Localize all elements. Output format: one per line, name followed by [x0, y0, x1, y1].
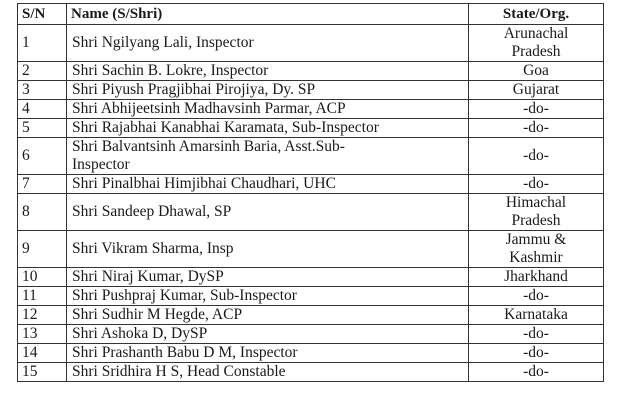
serial-number: 5 [17, 118, 67, 138]
serial-number: 12 [17, 305, 67, 325]
officer-name: Shri Piyush Pragjibhai Pirojiya, Dy. SP [66, 80, 469, 100]
state-org: -do- [468, 362, 604, 382]
state-org: Jharkhand [468, 267, 604, 287]
officer-name: Shri Rajabhai Kanabhai Karamata, Sub-Ins… [66, 118, 469, 138]
officer-name: Shri Prashanth Babu D M, Inspector [66, 343, 469, 363]
officer-name: Shri Sandeep Dhawal, SP [66, 193, 469, 231]
header-state: State/Org. [468, 3, 604, 25]
serial-number: 6 [17, 137, 67, 175]
header-name: Name (S/Shri) [66, 3, 469, 25]
officer-name: Shri Vikram Sharma, Insp [66, 230, 469, 268]
table-row: 1 Shri Ngilyang Lali, Inspector Arunachal P… [17, 24, 604, 62]
state-org: -do- [468, 118, 604, 138]
awardees-table: S/N Name (S/Shri) State/Org. 1 Shri Ngily… [17, 3, 604, 382]
state-org: Arunachal Pradesh [468, 24, 604, 62]
officer-name: Shri Ashoka D, DySP [66, 324, 469, 344]
state-org: -do- [468, 343, 604, 363]
state-org: Jammu & Kashmir [468, 230, 604, 268]
officer-name: Shri Pushpraj Kumar, Sub-Inspector [66, 286, 469, 306]
table-row: 8 Shri Sandeep Dhawal, SP Himachal Pradesh [17, 193, 604, 231]
serial-number: 3 [17, 80, 67, 100]
officer-name: Shri Niraj Kumar, DySP [66, 267, 469, 287]
officer-name: Shri Sridhira H S, Head Constable [66, 362, 469, 382]
table-row: 9 Shri Vikram Sharma, Insp Jammu & Kashmir [17, 230, 604, 268]
table-row: 6 Shri Balvantsinh Amarsinh Baria, Asst.S… [17, 137, 604, 175]
state-org: Gujarat [468, 80, 604, 100]
officer-name: Shri Sachin B. Lokre, Inspector [66, 61, 469, 81]
table-row: 11 Shri Pushpraj Kumar, Sub-Inspector -do- [17, 286, 604, 306]
serial-number: 8 [17, 193, 67, 231]
serial-number: 11 [17, 286, 67, 306]
serial-number: 10 [17, 267, 67, 287]
state-org: Karnataka [468, 305, 604, 325]
serial-number: 1 [17, 24, 67, 62]
table-row: 12 Shri Sudhir M Hegde, ACP Karnataka [17, 305, 604, 325]
officer-name: Shri Sudhir M Hegde, ACP [66, 305, 469, 325]
serial-number: 9 [17, 230, 67, 268]
table-row: 4 Shri Abhijeetsinh Madhavsinh Parmar, AC… [17, 99, 604, 119]
serial-number: 4 [17, 99, 67, 119]
table-row: 13 Shri Ashoka D, DySP -do- [17, 324, 604, 344]
table-row: 2 Shri Sachin B. Lokre, Inspector Goa [17, 61, 604, 81]
serial-number: 15 [17, 362, 67, 382]
officer-name: Shri Ngilyang Lali, Inspector [66, 24, 469, 62]
state-org: -do- [468, 174, 604, 194]
table-row: 10 Shri Niraj Kumar, DySP Jharkhand [17, 267, 604, 287]
serial-number: 7 [17, 174, 67, 194]
serial-number: 13 [17, 324, 67, 344]
header-sn: S/N [17, 3, 67, 25]
state-org: Goa [468, 61, 604, 81]
state-org: -do- [468, 99, 604, 119]
state-org: -do- [468, 137, 604, 175]
state-org: -do- [468, 324, 604, 344]
table-row: 3 Shri Piyush Pragjibhai Pirojiya, Dy. SP… [17, 80, 604, 100]
officer-name: Shri Balvantsinh Amarsinh Baria, Asst.Su… [66, 137, 469, 175]
table-row: 5 Shri Rajabhai Kanabhai Karamata, Sub-In… [17, 118, 604, 138]
state-org: -do- [468, 286, 604, 306]
serial-number: 14 [17, 343, 67, 363]
table-row: 14 Shri Prashanth Babu D M, Inspector -do- [17, 343, 604, 363]
officer-name: Shri Pinalbhai Himjibhai Chaudhari, UHC [66, 174, 469, 194]
officer-name: Shri Abhijeetsinh Madhavsinh Parmar, ACP [66, 99, 469, 119]
state-org: Himachal Pradesh [468, 193, 604, 231]
table-row: 7 Shri Pinalbhai Himjibhai Chaudhari, UHC… [17, 174, 604, 194]
table-header: S/N Name (S/Shri) State/Org. [17, 3, 604, 25]
table-row: 15 Shri Sridhira H S, Head Constable -do- [17, 362, 604, 382]
serial-number: 2 [17, 61, 67, 81]
